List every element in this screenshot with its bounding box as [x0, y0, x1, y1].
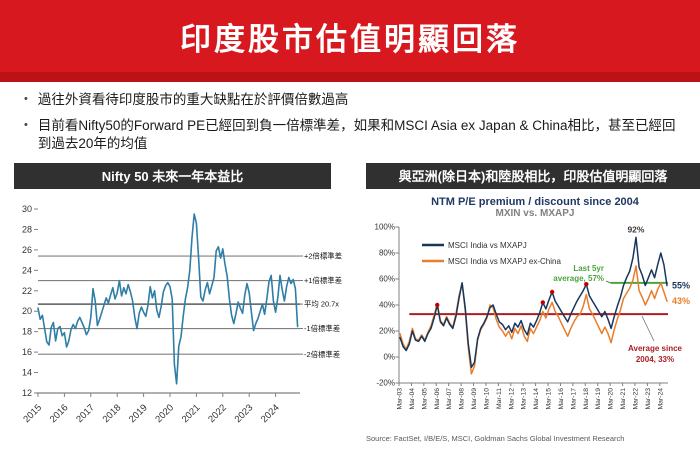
svg-text:0%: 0%	[383, 352, 395, 361]
bullet-marker: •	[24, 93, 28, 105]
svg-text:16: 16	[22, 347, 32, 357]
svg-text:Mar-08: Mar-08	[459, 387, 466, 409]
svg-text:28: 28	[22, 224, 32, 234]
charts-row: Nifty 50 未來一年本益比 12 14 16 18 20 22 24 26 28 30 +2倍…	[0, 162, 700, 448]
svg-text:Average since: Average since	[628, 344, 683, 353]
svg-text:2017: 2017	[74, 402, 97, 425]
bullet-item: • 目前看Nifty50的Forward PE已經回到負一倍標準差，如果和MSC…	[20, 117, 686, 153]
source-note: Source: FactSet, I/B/E/S, MSCI, Goldman …	[366, 433, 625, 443]
svg-text:Mar-19: Mar-19	[595, 387, 602, 409]
svg-text:Mar-15: Mar-15	[546, 387, 553, 409]
svg-text:26: 26	[22, 245, 32, 255]
svg-text:average, 57%: average, 57%	[553, 274, 604, 283]
right-chart-subtitle: MXIN vs. MXAPJ	[495, 207, 575, 219]
svg-text:2016: 2016	[48, 402, 71, 425]
svg-text:2022: 2022	[206, 402, 229, 425]
svg-text:Mar-22: Mar-22	[632, 387, 639, 409]
svg-text:-2倍標準差: -2倍標準差	[304, 349, 340, 358]
svg-text:2021: 2021	[180, 402, 203, 425]
svg-text:20: 20	[22, 306, 32, 316]
svg-text:Mar-06: Mar-06	[434, 387, 441, 409]
svg-text:+1倍標準差: +1倍標準差	[304, 276, 342, 285]
svg-text:60%: 60%	[379, 274, 395, 283]
svg-text:2024: 2024	[259, 402, 282, 425]
svg-text:Mar-03: Mar-03	[397, 387, 404, 409]
svg-text:Mar-23: Mar-23	[645, 387, 652, 409]
svg-text:40%: 40%	[379, 300, 395, 309]
svg-text:Mar-21: Mar-21	[620, 387, 627, 409]
svg-text:Mar-10: Mar-10	[483, 387, 490, 409]
svg-text:80%: 80%	[379, 248, 395, 257]
title-banner: 印度股市估值明顯回落	[0, 0, 700, 82]
svg-text:92%: 92%	[627, 224, 644, 234]
slide-title: 印度股市估值明顯回落	[180, 21, 520, 57]
svg-text:2020: 2020	[153, 402, 176, 425]
svg-text:24: 24	[22, 265, 32, 275]
svg-text:2015: 2015	[21, 402, 44, 425]
left-chart-header: Nifty 50 未來一年本益比	[14, 162, 331, 189]
svg-text:Mar-05: Mar-05	[421, 387, 428, 409]
svg-text:Mar-18: Mar-18	[583, 387, 590, 409]
svg-text:-1倍標準差: -1倍標準差	[304, 324, 340, 333]
bullet-marker: •	[24, 119, 28, 132]
nifty-pe-panel: Nifty 50 未來一年本益比 12 14 16 18 20 22 24 26 28 30 +2倍…	[14, 162, 358, 448]
svg-text:Mar-12: Mar-12	[508, 387, 515, 409]
svg-text:Mar-11: Mar-11	[496, 387, 503, 408]
svg-text:Mar-16: Mar-16	[558, 387, 565, 409]
svg-text:MSCI India vs MXAPJ ex-China: MSCI India vs MXAPJ ex-China	[448, 257, 561, 266]
svg-text:Mar-14: Mar-14	[533, 387, 540, 409]
svg-text:Mar-17: Mar-17	[570, 387, 577, 409]
bullet-text: 目前看Nifty50的Forward PE已經回到負一倍標準差，如果和MSCI …	[37, 118, 676, 152]
svg-text:Mar-13: Mar-13	[521, 387, 528, 409]
svg-text:2023: 2023	[233, 402, 256, 425]
svg-text:Mar-07: Mar-07	[446, 387, 453, 409]
bullet-text: 過往外資看待印度股市的重大缺點在於評價倍數過高	[37, 92, 349, 107]
svg-text:2018: 2018	[101, 402, 124, 425]
svg-text:Mar-20: Mar-20	[608, 387, 615, 409]
svg-text:55%: 55%	[672, 280, 690, 290]
banner-accent-strip	[0, 72, 700, 82]
svg-text:2019: 2019	[127, 402, 150, 425]
svg-text:14: 14	[22, 367, 32, 377]
svg-text:2004, 33%: 2004, 33%	[636, 355, 674, 364]
pe-premium-panel: 與亞洲(除日本)和陸股相比，印股估值明顯回落 NTM P/E premium /…	[366, 162, 700, 443]
svg-text:-20%: -20%	[376, 378, 395, 387]
svg-text:Mar-04: Mar-04	[409, 387, 416, 409]
svg-text:30: 30	[22, 204, 32, 214]
svg-text:22: 22	[22, 285, 32, 295]
pe-premium-chart: 100% 80% 60% 40% 20% 0% -20%Mar-03 Mar-04 Mar-05…	[375, 222, 690, 409]
right-chart-title: NTM P/E premium / discount since 2004	[431, 195, 639, 208]
svg-text:12: 12	[22, 388, 32, 398]
svg-text:43%: 43%	[672, 296, 690, 306]
bullet-list: • 過往外資看待印度股市的重大缺點在於評價倍數過高 • 目前看Nifty50的F…	[20, 91, 686, 154]
bullet-item: • 過往外資看待印度股市的重大缺點在於評價倍數過高	[20, 91, 686, 109]
right-chart-header: 與亞洲(除日本)和陸股相比，印股估值明顯回落	[366, 162, 700, 189]
svg-text:18: 18	[22, 326, 32, 336]
svg-text:20%: 20%	[379, 326, 395, 335]
svg-text:100%: 100%	[375, 222, 395, 231]
svg-text:Mar-24: Mar-24	[657, 387, 664, 409]
svg-text:MSCI India vs MXAPJ: MSCI India vs MXAPJ	[448, 241, 527, 250]
svg-text:Last 5yr: Last 5yr	[573, 264, 604, 273]
svg-text:Mar-09: Mar-09	[471, 387, 478, 409]
svg-text:+2倍標準差: +2倍標準差	[304, 251, 342, 260]
svg-text:平均 20.7x: 平均 20.7x	[304, 299, 339, 308]
